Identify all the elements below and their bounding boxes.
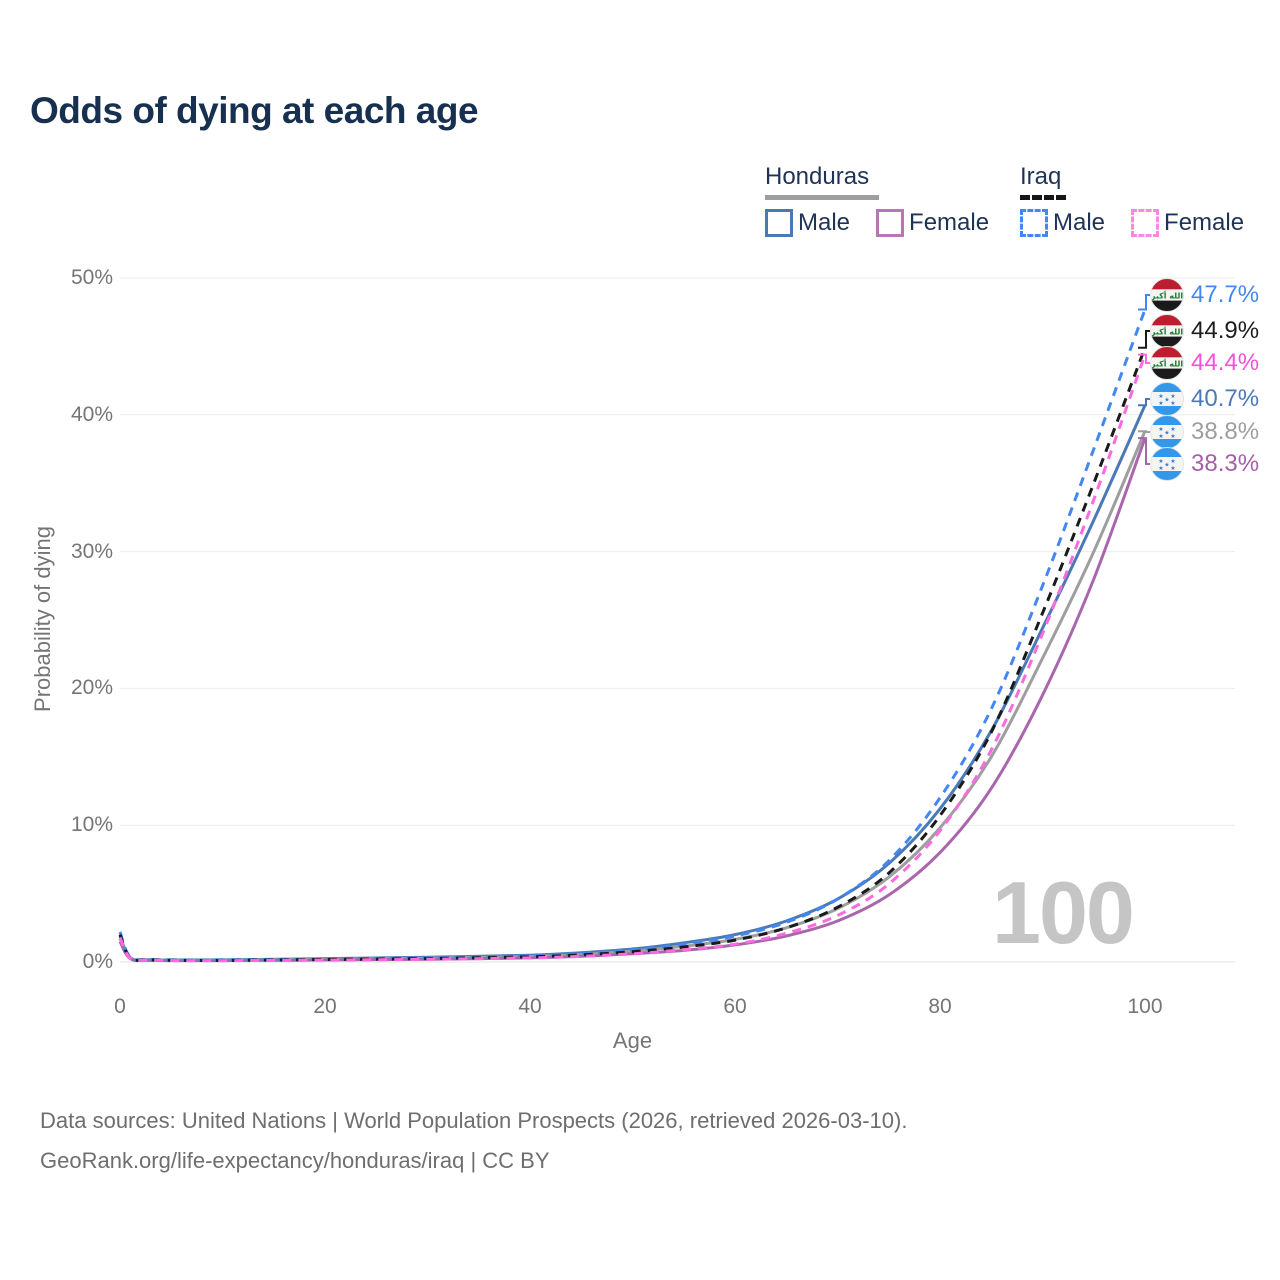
svg-text:★: ★ (1170, 433, 1175, 440)
end-label-honduras_female: ★ ★ ★ ★ ★ 38.3% (1150, 447, 1259, 481)
label-connector (1138, 353, 1150, 364)
svg-text:★: ★ (1170, 426, 1175, 433)
iraq-flag-icon: الله أكبر (1150, 346, 1184, 380)
end-label-iraq_all: الله أكبر 44.9% (1150, 314, 1259, 348)
series-line-honduras_all[interactable] (118, 430, 1147, 962)
end-label-value: 40.7% (1191, 385, 1260, 412)
legend-country-honduras[interactable]: Honduras (765, 163, 989, 200)
honduras-flag-icon: ★ ★★★ ★ (1150, 382, 1184, 416)
x-tick-label: 0 (114, 995, 126, 1018)
svg-text:★: ★ (1158, 400, 1163, 407)
end-label-iraq_male: الله أكبر 47.7% (1150, 278, 1259, 312)
footer-url-line: GeoRank.org/life-expectancy/honduras/ira… (40, 1148, 550, 1173)
honduras-flag-icon: ★ ★★★ ★ (1150, 415, 1184, 449)
label-connector (1138, 398, 1150, 407)
iraq-male-swatch-icon (1020, 209, 1048, 237)
label-connector (1138, 294, 1150, 311)
svg-text:★: ★ (1164, 397, 1169, 404)
honduras-male-swatch-icon (765, 209, 793, 237)
svg-text:★: ★ (1164, 430, 1169, 437)
svg-text:الله أكبر: الله أكبر (1150, 327, 1183, 337)
svg-text:★: ★ (1170, 465, 1175, 472)
svg-text:الله أكبر: الله أكبر (1150, 291, 1183, 301)
honduras-flag-icon: ★ ★★★ ★ (1150, 447, 1184, 481)
legend-item-honduras-male[interactable]: Male (765, 209, 850, 237)
svg-text:★: ★ (1158, 426, 1163, 433)
legend-item-iraq-male[interactable]: Male (1020, 209, 1105, 237)
legend-country-honduras-label: Honduras (765, 163, 870, 190)
x-tick-label: 60 (723, 995, 747, 1018)
legend-iraq-female-label: Female (1164, 209, 1245, 236)
svg-text:★: ★ (1170, 400, 1175, 407)
legend-iraq-male-label: Male (1053, 209, 1106, 236)
y-tick-label: 10% (70, 813, 113, 837)
legend-honduras-female-label: Female (909, 209, 990, 236)
y-tick-label: 30% (70, 539, 113, 563)
end-label-iraq_female: الله أكبر 44.4% (1150, 346, 1259, 380)
svg-text:★: ★ (1158, 465, 1163, 472)
label-connector (1138, 430, 1150, 433)
age-watermark: 100 (992, 863, 1135, 962)
iraq-female-swatch-icon (1131, 209, 1160, 237)
y-tick-label: 40% (70, 402, 113, 426)
legend-item-honduras-female[interactable]: Female (876, 209, 989, 237)
honduras-solid-line-swatch-icon (765, 195, 879, 200)
x-tick-label: 40 (518, 995, 542, 1018)
footer-source-line: Data sources: United Nations | World Pop… (40, 1108, 908, 1133)
series-line-iraq_male[interactable] (118, 308, 1147, 962)
end-label-value: 38.8% (1191, 418, 1260, 445)
x-tick-label: 100 (1127, 995, 1163, 1018)
iraq-flag-icon: الله أكبر (1150, 314, 1184, 348)
x-axis-title: Age (612, 1028, 653, 1053)
end-label-value: 38.3% (1191, 450, 1260, 477)
label-connector (1138, 437, 1150, 465)
svg-text:★: ★ (1170, 393, 1175, 400)
y-tick-label: 20% (70, 676, 113, 700)
honduras-female-swatch-icon (876, 209, 905, 237)
x-tick-label: 20 (313, 995, 337, 1018)
end-label-value: 44.9% (1191, 317, 1260, 344)
legend-group-iraq: Iraq Male Female (1020, 163, 1244, 237)
iraq-dashed-line-swatch-icon (1020, 195, 1066, 200)
end-label-value: 47.7% (1191, 281, 1260, 308)
legend-country-iraq[interactable]: Iraq (1020, 163, 1244, 200)
series-line-iraq_female[interactable] (118, 354, 1147, 963)
series-line-honduras_male[interactable] (118, 404, 1147, 962)
y-tick-label: 50% (70, 266, 113, 289)
svg-text:★: ★ (1164, 462, 1169, 469)
legend-group-honduras: Honduras Male Female (765, 163, 989, 237)
series-line-honduras_female[interactable] (118, 437, 1147, 963)
svg-text:★: ★ (1158, 433, 1163, 440)
legend-honduras-male-label: Male (798, 209, 851, 236)
svg-text:★: ★ (1158, 393, 1163, 400)
series-line-iraq_all[interactable] (118, 347, 1147, 962)
legend-item-iraq-female[interactable]: Female (1131, 209, 1244, 237)
end-label-honduras_male: ★ ★ ★ ★ ★ 40.7% (1150, 382, 1259, 416)
svg-text:★: ★ (1170, 458, 1175, 465)
page-title: Odds of dying at each age (30, 90, 479, 131)
svg-text:الله أكبر: الله أكبر (1150, 359, 1183, 369)
legend-country-iraq-label: Iraq (1020, 163, 1062, 190)
y-tick-label: 0% (82, 950, 113, 973)
iraq-flag-icon: الله أكبر (1150, 278, 1184, 312)
end-label-honduras_all: ★ ★ ★ ★ ★ 38.8% (1150, 415, 1259, 449)
end-label-value: 44.4% (1191, 349, 1260, 376)
label-connector (1138, 330, 1150, 349)
svg-text:★: ★ (1158, 458, 1163, 465)
x-tick-label: 80 (928, 995, 952, 1018)
